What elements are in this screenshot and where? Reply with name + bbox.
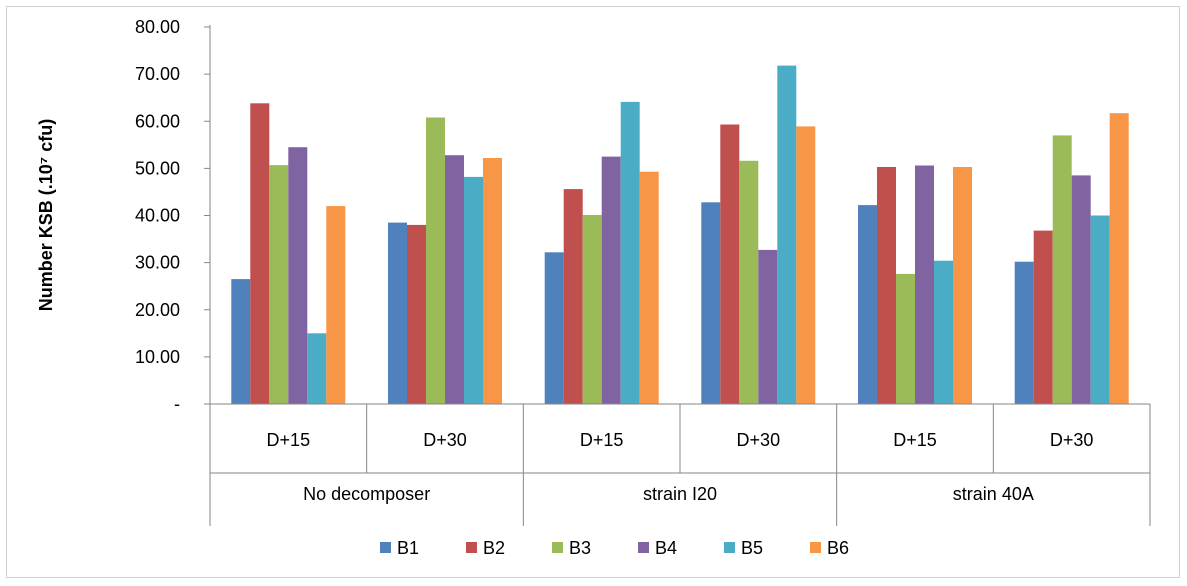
bar-b5-1 bbox=[464, 176, 483, 404]
bar-b2-1 bbox=[407, 224, 426, 404]
y-tick-label-4: 40.00 bbox=[135, 206, 180, 226]
bar-b1-0 bbox=[231, 279, 251, 404]
bar-b1-2 bbox=[544, 252, 564, 404]
x-group-label-1: strain I20 bbox=[643, 484, 717, 504]
y-tick-label-0: - bbox=[174, 394, 180, 414]
bar-b5-0 bbox=[307, 333, 327, 404]
x-category-labels: D+15 D+30 D+15 D+30 D+15 D+30 No decomposer str… bbox=[267, 430, 1094, 504]
legend-label-b6: B6 bbox=[827, 538, 849, 558]
y-tick-label-6: 60.00 bbox=[135, 111, 180, 131]
bar-b4-3 bbox=[758, 249, 778, 404]
x-subgroup-label-1: D+30 bbox=[423, 430, 467, 450]
y-tick-label-7: 70.00 bbox=[135, 64, 180, 84]
bar-b6-4 bbox=[953, 167, 972, 404]
axes-layer bbox=[204, 25, 1151, 526]
x-group-label-0: No decomposer bbox=[303, 484, 430, 504]
bar-b2-4 bbox=[877, 167, 896, 404]
bar-b3-4 bbox=[896, 273, 915, 404]
bar-b3-3 bbox=[739, 160, 759, 404]
y-axis-title-group: Number KSB (.10⁷ cfu) bbox=[36, 119, 56, 311]
bar-b6-1 bbox=[483, 158, 502, 404]
legend-label-b5: B5 bbox=[741, 538, 763, 558]
bar-b3-1 bbox=[426, 117, 445, 404]
legend-swatch-b2 bbox=[466, 542, 477, 553]
legend-swatch-b5 bbox=[724, 542, 735, 553]
bar-b3-2 bbox=[582, 215, 602, 404]
y-tick-label-5: 50.00 bbox=[135, 158, 180, 178]
x-subgroup-label-5: D+30 bbox=[1050, 430, 1094, 450]
bar-b4-5 bbox=[1071, 175, 1091, 404]
bar-b6-2 bbox=[639, 171, 659, 404]
bar-b3-0 bbox=[269, 165, 289, 404]
legend-label-b1: B1 bbox=[397, 538, 419, 558]
bar-b5-2 bbox=[620, 101, 640, 405]
bar-b3-5 bbox=[1052, 135, 1072, 404]
x-subgroup-label-0: D+15 bbox=[267, 430, 311, 450]
bar-b2-3 bbox=[720, 124, 740, 404]
bar-b5-5 bbox=[1090, 215, 1110, 404]
bar-b4-4 bbox=[915, 165, 934, 404]
bar-b4-0 bbox=[288, 147, 308, 404]
bars-layer bbox=[231, 65, 1129, 405]
bar-b1-4 bbox=[858, 205, 877, 404]
bar-b6-5 bbox=[1109, 113, 1129, 404]
y-tick-label-1: 10.00 bbox=[135, 347, 180, 367]
legend-swatch-b6 bbox=[810, 542, 821, 553]
bar-b6-3 bbox=[796, 126, 816, 405]
bar-b6-0 bbox=[326, 206, 346, 404]
legend: B1 B2 B3 B4 B5 B6 bbox=[380, 538, 849, 558]
y-tick-label-8: 80.00 bbox=[135, 17, 180, 37]
legend-label-b4: B4 bbox=[655, 538, 677, 558]
bar-b4-2 bbox=[601, 156, 621, 404]
x-subgroup-label-4: D+15 bbox=[893, 430, 937, 450]
bar-b5-4 bbox=[934, 260, 953, 404]
bar-b4-1 bbox=[445, 155, 464, 404]
bar-b2-5 bbox=[1033, 230, 1053, 404]
x-subgroup-label-3: D+30 bbox=[737, 430, 781, 450]
legend-swatch-b4 bbox=[638, 542, 649, 553]
bar-b5-3 bbox=[777, 65, 797, 404]
y-tick-label-3: 30.00 bbox=[135, 253, 180, 273]
legend-label-b3: B3 bbox=[569, 538, 591, 558]
y-tick-label-2: 20.00 bbox=[135, 300, 180, 320]
legend-label-b2: B2 bbox=[483, 538, 505, 558]
bar-b1-5 bbox=[1014, 261, 1034, 404]
legend-swatch-b3 bbox=[552, 542, 563, 553]
y-axis-title: Number KSB (.10⁷ cfu) bbox=[36, 119, 56, 311]
bar-b2-2 bbox=[563, 189, 583, 404]
y-tick-labels: - 10.00 20.00 30.00 40.00 50.00 60.00 70.00 80.0… bbox=[135, 17, 180, 414]
bar-b2-0 bbox=[250, 103, 270, 405]
bar-b1-3 bbox=[701, 202, 721, 404]
bar-b1-1 bbox=[388, 222, 407, 404]
x-group-label-2: strain 40A bbox=[953, 484, 1034, 504]
legend-swatch-b1 bbox=[380, 542, 391, 553]
x-subgroup-label-2: D+15 bbox=[580, 430, 624, 450]
